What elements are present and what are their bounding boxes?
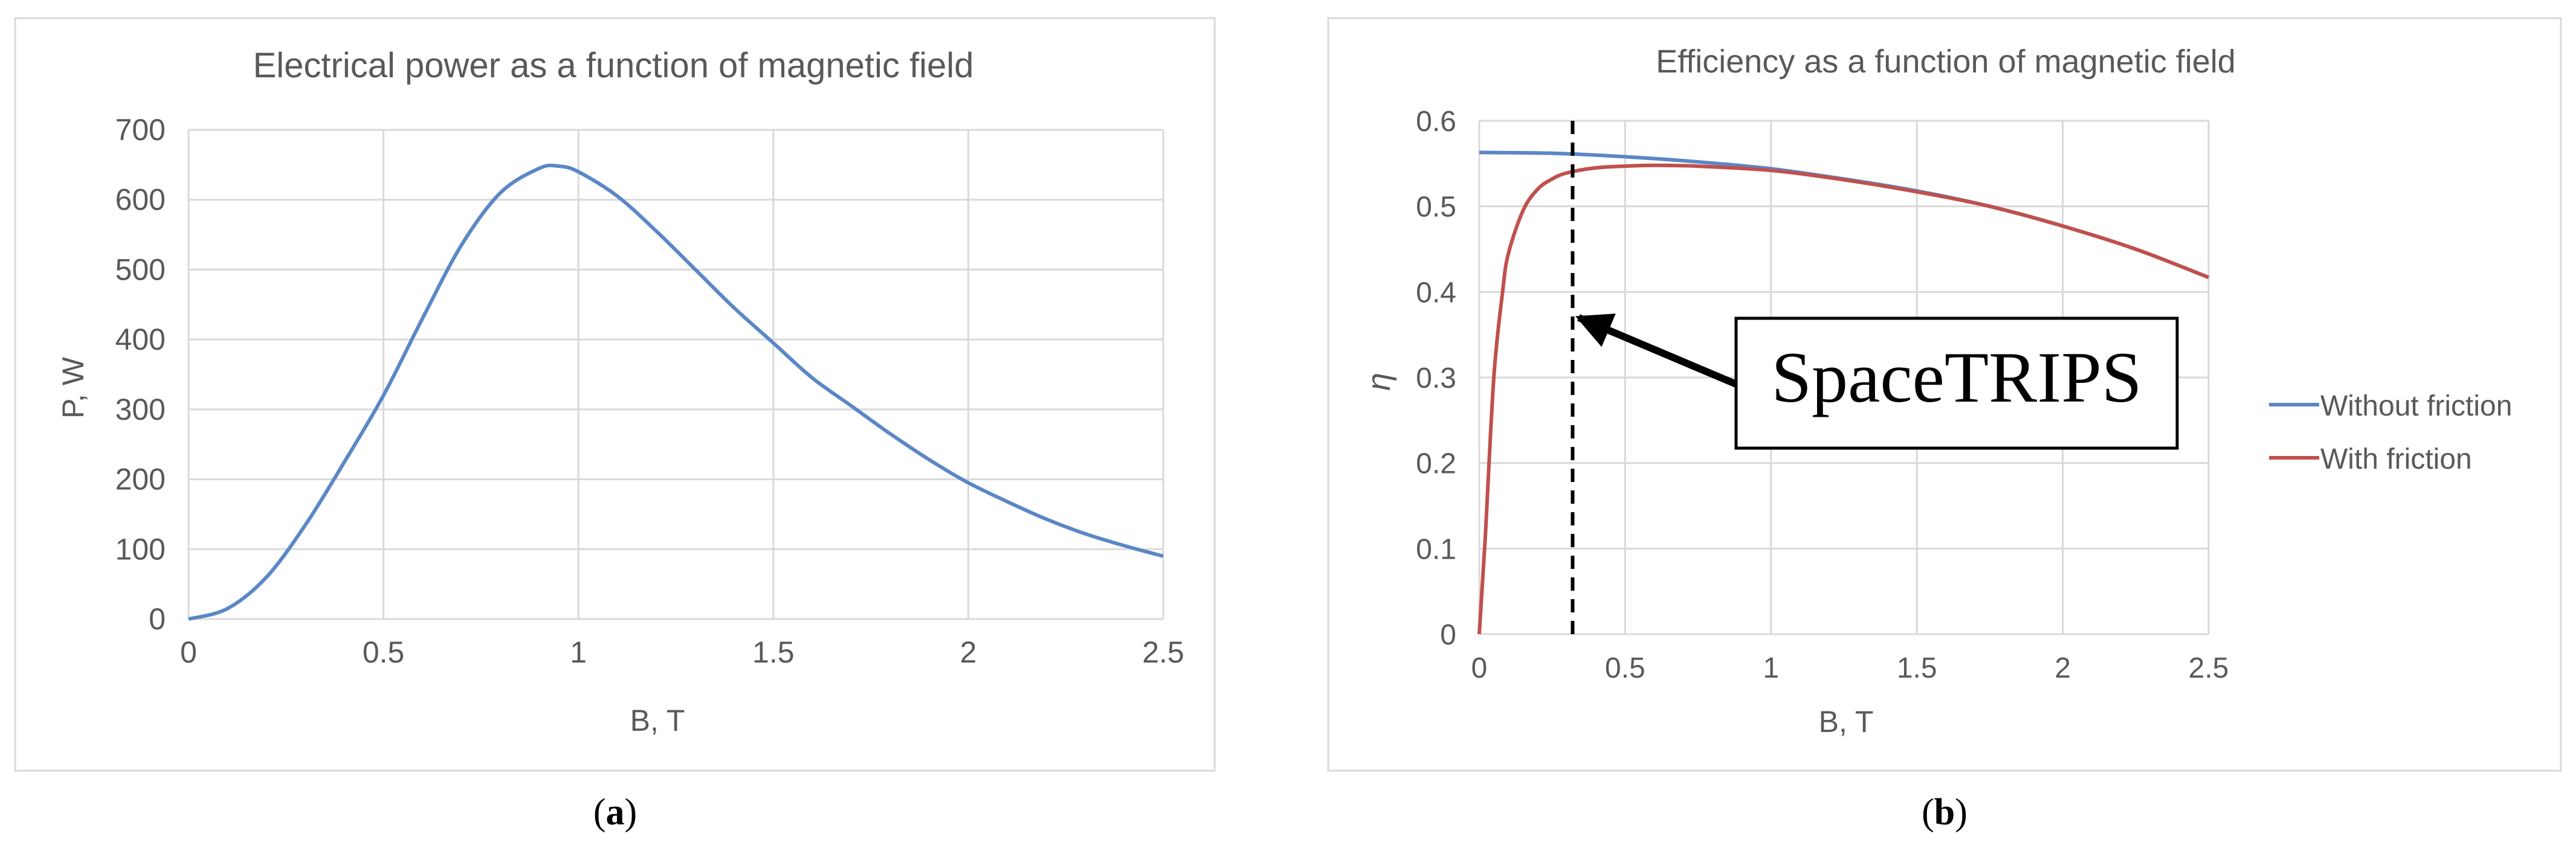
legend-with-friction-label: With friction: [2320, 443, 2472, 475]
y-tick-label: 200: [115, 463, 166, 496]
y-tick-label: 0: [149, 602, 166, 636]
panel-b: Efficiency as a function of magnetic fie…: [1327, 17, 2562, 833]
chart-b-legend: Without friction With friction: [2269, 390, 2512, 475]
panel-b-caption: (b): [1922, 792, 1968, 833]
y-tick-label: 500: [115, 252, 166, 286]
y-tick-label: 0: [1440, 619, 1456, 651]
x-tick-label: 2.5: [1142, 635, 1184, 669]
y-tick-label: 0.6: [1416, 106, 1456, 138]
chart-b-annotation-arrow: [1575, 313, 1738, 388]
x-tick-label: 1.5: [752, 635, 795, 669]
chart-b-series-with-friction-line: [1477, 163, 2210, 635]
x-tick-label: 0.5: [1605, 652, 1645, 684]
chart-a-x-tick-labels: 0 0.5 1 1.5 2 2.5: [180, 635, 1184, 669]
y-tick-label: 0.4: [1416, 277, 1456, 309]
y-tick-label: 100: [115, 532, 166, 566]
x-tick-label: 1: [570, 635, 587, 669]
x-tick-label: 0: [180, 635, 197, 669]
panel-a-caption: (a): [593, 792, 637, 833]
x-tick-label: 2.5: [2189, 652, 2229, 684]
x-tick-label: 0.5: [363, 635, 405, 669]
legend-without-friction-label: Without friction: [2320, 390, 2512, 422]
y-tick-label: 300: [115, 393, 166, 426]
chart-b-annotation-text: SpaceTRIPS: [1771, 337, 2142, 417]
y-tick-label: 400: [115, 323, 166, 356]
chart-a-y-axis-label: P, W: [56, 356, 90, 419]
chart-b-x-tick-labels: 0 0.5 1 1.5 2 2.5: [1471, 652, 2229, 684]
y-tick-label: 0.5: [1416, 191, 1456, 223]
chart-a-y-tick-labels: 0 100 200 300 400 500 600 700: [115, 113, 166, 636]
x-tick-label: 0: [1471, 652, 1488, 684]
chart-a-gridlines: [187, 129, 1164, 620]
chart-b-y-axis-label: η: [1361, 373, 1397, 391]
chart-a-x-axis-label: B, T: [630, 704, 685, 737]
chart-b-title: Efficiency as a function of magnetic fie…: [1656, 43, 2236, 80]
y-tick-label: 600: [115, 183, 166, 217]
chart-a-title: Electrical power as a function of magnet…: [253, 46, 974, 85]
chart-b-x-axis-label: B, T: [1819, 705, 1874, 739]
x-tick-label: 2: [960, 635, 976, 669]
x-tick-label: 2: [2055, 652, 2071, 684]
chart-a-series-power-line: [188, 163, 1164, 621]
y-tick-label: 0.1: [1416, 533, 1456, 565]
chart-a-frame: [14, 17, 1216, 772]
x-tick-label: 1: [1763, 652, 1779, 684]
panel-a: Electrical power as a function of magnet…: [14, 17, 1216, 833]
y-tick-label: 0.2: [1416, 448, 1456, 480]
chart-b-annotation-box: [1734, 316, 2179, 450]
x-tick-label: 1.5: [1897, 652, 1937, 684]
chart-b-y-tick-labels: 0 0.1 0.2 0.3 0.4 0.5 0.6: [1416, 106, 1456, 651]
y-tick-label: 0.3: [1416, 362, 1456, 394]
y-tick-label: 700: [115, 113, 166, 147]
